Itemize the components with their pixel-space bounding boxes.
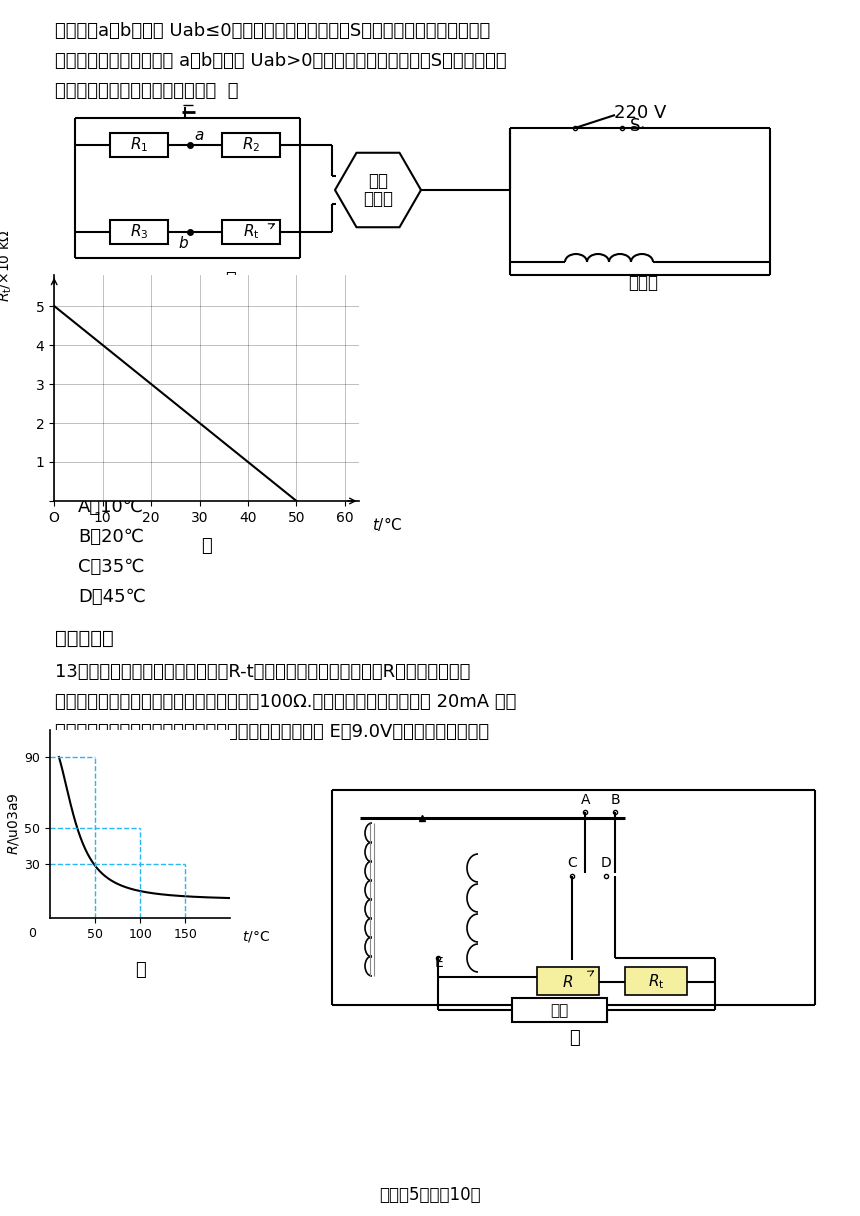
Text: $R_{\rm t}$: $R_{\rm t}$ — [648, 973, 664, 991]
Text: 试卷第5页，共10页: 试卷第5页，共10页 — [379, 1186, 481, 1204]
Bar — [222, 133, 280, 157]
X-axis label: $t$/°C: $t$/°C — [372, 514, 402, 533]
Text: 继电器的衔铁被吸合。为继电器线圈供电的电池的电动势 E＝9.0V，内阻不计。图中的: 继电器的衔铁被吸合。为继电器线圈供电的电池的电动势 E＝9.0V，内阻不计。图中… — [55, 724, 489, 741]
Bar — [512, 998, 607, 1021]
Y-axis label: $R$/\u03a9: $R$/\u03a9 — [6, 793, 22, 855]
Text: D．45℃: D．45℃ — [78, 589, 146, 606]
Text: D: D — [601, 856, 611, 869]
Text: 乙: 乙 — [201, 536, 212, 554]
Text: 二、填空题: 二、填空题 — [55, 629, 114, 647]
Text: a: a — [194, 129, 203, 143]
Bar — [625, 967, 687, 995]
Text: B: B — [611, 793, 621, 807]
Text: 热，则恒温箱内的温度可保持在（  ）: 热，则恒温箱内的温度可保持在（ ） — [55, 81, 238, 100]
Text: 220 V: 220 V — [614, 105, 666, 122]
Text: 所示。当a、b端电压 Uab≤0时，电压鉴别器会令开关S接通，恒温箱内的电热丝发: 所示。当a、b端电压 Uab≤0时，电压鉴别器会令开关S接通，恒温箱内的电热丝发 — [55, 22, 490, 40]
Text: B．20℃: B．20℃ — [78, 528, 144, 546]
Text: C: C — [567, 856, 577, 869]
Text: C．35℃: C．35℃ — [78, 558, 144, 576]
Text: 0: 0 — [28, 927, 36, 940]
Text: 鉴别器: 鉴别器 — [363, 190, 393, 208]
Text: $R_3$: $R_3$ — [130, 223, 148, 241]
Bar — [537, 967, 599, 995]
X-axis label: $t$/°C: $t$/°C — [242, 929, 270, 945]
Text: A: A — [581, 793, 591, 807]
Text: 乙: 乙 — [569, 1029, 581, 1047]
Text: 13．如图所示，图甲为热敏电阻的R-t图象，图乙为用此热敏电阻R和继电器组成的: 13．如图所示，图甲为热敏电阻的R-t图象，图乙为用此热敏电阻R和继电器组成的 — [55, 663, 470, 681]
Text: 甲: 甲 — [135, 961, 145, 979]
Text: A．10℃: A．10℃ — [78, 499, 144, 516]
Text: S: S — [630, 117, 641, 135]
Text: $R_{\rm t}$: $R_{\rm t}$ — [243, 223, 259, 241]
Text: 电源: 电源 — [550, 1003, 568, 1019]
Text: 一个简单恒温箱温控电路，继电器的电阻为100Ω.当线圈的电流大于或等于 20mA 时，: 一个简单恒温箱温控电路，继电器的电阻为100Ω.当线圈的电流大于或等于 20mA… — [55, 693, 516, 711]
Text: 热，使箱内温度升高；当 a、b端电压 Uab>0时，电压鉴别器会令开关S断开，停止加: 热，使箱内温度升高；当 a、b端电压 Uab>0时，电压鉴别器会令开关S断开，停… — [55, 52, 507, 71]
Text: “电源”是恒温箱加热器的电源。: “电源”是恒温箱加热器的电源。 — [55, 753, 213, 771]
Bar — [110, 133, 168, 157]
Text: E: E — [435, 956, 444, 970]
Bar — [222, 220, 280, 244]
Text: $R_2$: $R_2$ — [242, 136, 260, 154]
Text: $R_1$: $R_1$ — [130, 136, 148, 154]
Text: b: b — [178, 236, 188, 250]
Y-axis label: $R_{\rm t}$/×10 k$\Omega$: $R_{\rm t}$/×10 k$\Omega$ — [0, 230, 15, 302]
Text: 电压: 电压 — [368, 171, 388, 190]
Text: $R$: $R$ — [562, 974, 574, 990]
Bar — [110, 220, 168, 244]
Text: 电热丝: 电热丝 — [628, 274, 658, 292]
Text: 甲: 甲 — [224, 271, 236, 289]
Text: ~: ~ — [627, 118, 645, 137]
